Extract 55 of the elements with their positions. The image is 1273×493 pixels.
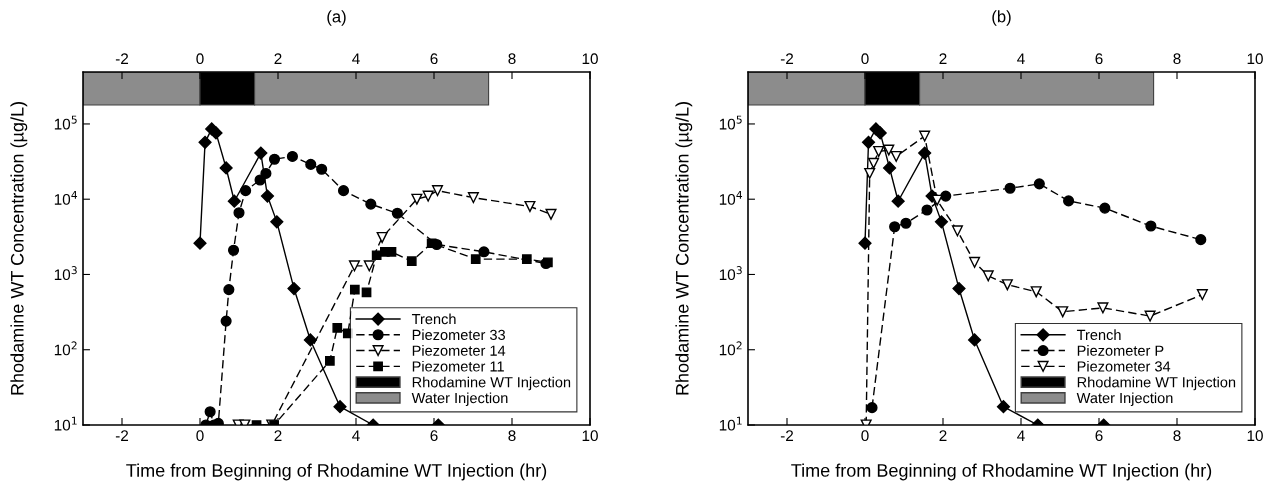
- x2-tick-label: 0: [196, 53, 204, 65]
- y-axis-title: Rhodamine WT Concentration (µg/L): [10, 102, 28, 395]
- x-tick-label: 8: [1173, 430, 1181, 442]
- legend-label: Piezometer 34: [1077, 360, 1171, 372]
- y-tick-label: 10$^{2}$: [719, 341, 742, 356]
- y-axis-title: Rhodamine WT Concentration (µg/L): [675, 102, 693, 395]
- x-tick-label: 6: [1095, 430, 1103, 442]
- x2-tick-label: 2: [274, 53, 282, 64]
- x-tick-label: 0: [861, 430, 869, 442]
- legend-label: Piezometer P: [1077, 345, 1164, 356]
- x-axis-title: Time from Beginning of Rhodamine WT Injection (hr): [126, 463, 547, 481]
- legend-label: Water Injection: [1076, 392, 1173, 407]
- legend-label: Rhodamine WT Injection: [1077, 376, 1236, 391]
- x2-tick-label: 8: [508, 53, 516, 65]
- y-tick-label: 10$^{1}$: [719, 416, 742, 431]
- x2-tick-label: 8: [1173, 53, 1181, 65]
- x-tick-label: 0: [196, 430, 204, 442]
- legend-label: Rhodamine WT Injection: [412, 376, 571, 391]
- legend-label: Water Injection: [411, 392, 508, 407]
- x2-tick-label: 10: [582, 53, 598, 65]
- x-tick-label: 8: [508, 430, 516, 442]
- y-tick-label: 10$^{5}$: [54, 115, 77, 130]
- y-tick-label: 10$^{2}$: [54, 341, 77, 356]
- x-tick-label: 10: [582, 430, 598, 442]
- y-tick-label: 10$^{1}$: [54, 416, 77, 431]
- legend-label: Piezometer 11: [412, 360, 504, 372]
- x2-tick-label: 10: [1247, 53, 1263, 65]
- y-tick-label: 10$^{3}$: [54, 266, 77, 281]
- chart-title: (a): [327, 10, 346, 26]
- x2-tick-label: 4: [352, 53, 360, 64]
- x2-tick-label: 2: [939, 53, 947, 64]
- chart-title: (b): [992, 10, 1011, 26]
- x-tick-label: 6: [430, 430, 438, 442]
- x-tick-label: -2: [780, 430, 794, 441]
- y-tick-label: 10$^{4}$: [54, 191, 78, 205]
- x2-tick-label: -2: [780, 53, 794, 64]
- x-tick-label: -2: [115, 430, 129, 441]
- legend-label: Piezometer 14: [412, 345, 506, 356]
- legend-label: Piezometer 33: [412, 329, 506, 341]
- legend-label: Trench: [1076, 329, 1121, 341]
- x-tick-label: 2: [939, 430, 947, 441]
- x2-tick-label: 4: [1017, 53, 1025, 64]
- x-tick-label: 10: [1247, 430, 1263, 442]
- x-tick-label: 2: [274, 430, 282, 441]
- y-tick-label: 10$^{4}$: [719, 191, 743, 205]
- x-tick-label: 4: [352, 430, 360, 441]
- x2-tick-label: -2: [115, 53, 129, 64]
- legend-label: Trench: [411, 313, 456, 325]
- x2-tick-label: 6: [430, 53, 438, 65]
- y-tick-label: 10$^{3}$: [719, 266, 742, 281]
- x-axis-title: Time from Beginning of Rhodamine WT Injection (hr): [791, 463, 1212, 481]
- x2-tick-label: 0: [861, 53, 869, 65]
- x2-tick-label: 6: [1095, 53, 1103, 65]
- x-tick-label: 4: [1017, 430, 1025, 441]
- y-tick-label: 10$^{5}$: [719, 115, 742, 130]
